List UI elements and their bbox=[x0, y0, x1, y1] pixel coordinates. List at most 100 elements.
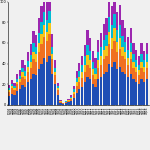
Bar bbox=[57, 83, 59, 86]
Bar bbox=[70, 98, 72, 99]
Bar bbox=[78, 82, 81, 89]
Bar bbox=[127, 77, 129, 105]
Bar bbox=[138, 75, 140, 84]
Bar bbox=[40, 44, 43, 64]
Bar bbox=[113, 28, 116, 41]
Bar bbox=[124, 74, 126, 105]
Bar bbox=[16, 90, 18, 105]
Bar bbox=[124, 28, 126, 42]
Bar bbox=[102, 24, 105, 40]
Bar bbox=[43, 0, 45, 12]
Bar bbox=[30, 55, 32, 62]
Bar bbox=[94, 79, 97, 87]
Bar bbox=[35, 54, 37, 61]
Bar bbox=[70, 96, 72, 98]
Bar bbox=[119, 5, 121, 25]
Bar bbox=[108, 32, 110, 44]
Bar bbox=[146, 54, 148, 61]
Bar bbox=[86, 77, 89, 105]
Bar bbox=[127, 50, 129, 58]
Bar bbox=[116, 42, 118, 52]
Bar bbox=[86, 45, 89, 55]
Bar bbox=[13, 90, 16, 95]
Bar bbox=[8, 96, 10, 105]
Bar bbox=[46, 41, 48, 62]
Bar bbox=[78, 71, 81, 76]
Bar bbox=[16, 79, 18, 82]
Bar bbox=[70, 99, 72, 101]
Bar bbox=[140, 43, 143, 54]
Bar bbox=[67, 101, 70, 102]
Bar bbox=[108, 64, 110, 105]
Bar bbox=[127, 37, 129, 50]
Bar bbox=[121, 47, 124, 56]
Bar bbox=[27, 67, 29, 72]
Bar bbox=[143, 51, 145, 60]
Bar bbox=[19, 70, 21, 75]
Bar bbox=[108, 44, 110, 64]
Bar bbox=[121, 56, 124, 72]
Bar bbox=[35, 35, 37, 46]
Bar bbox=[48, 34, 51, 56]
Bar bbox=[143, 60, 145, 67]
Bar bbox=[30, 79, 32, 105]
Bar bbox=[135, 82, 137, 105]
Bar bbox=[19, 79, 21, 82]
Bar bbox=[143, 72, 145, 82]
Bar bbox=[70, 95, 72, 96]
Bar bbox=[38, 52, 40, 69]
Bar bbox=[81, 72, 83, 78]
Bar bbox=[38, 33, 40, 43]
Bar bbox=[16, 82, 18, 84]
Bar bbox=[84, 45, 86, 56]
Bar bbox=[81, 78, 83, 87]
Bar bbox=[59, 102, 62, 103]
Bar bbox=[30, 61, 32, 68]
Bar bbox=[11, 80, 13, 84]
Bar bbox=[129, 43, 132, 52]
Bar bbox=[84, 72, 86, 82]
Bar bbox=[51, 54, 54, 59]
Bar bbox=[24, 75, 27, 79]
Bar bbox=[108, 0, 110, 17]
Bar bbox=[127, 65, 129, 77]
Bar bbox=[54, 68, 56, 72]
Bar bbox=[81, 65, 83, 72]
Bar bbox=[97, 60, 99, 68]
Bar bbox=[27, 72, 29, 82]
Bar bbox=[51, 74, 54, 105]
Bar bbox=[116, 69, 118, 105]
Bar bbox=[84, 82, 86, 105]
Bar bbox=[111, 67, 113, 105]
Bar bbox=[100, 65, 102, 77]
Bar bbox=[86, 65, 89, 77]
Bar bbox=[105, 56, 108, 72]
Bar bbox=[113, 61, 116, 105]
Bar bbox=[121, 36, 124, 47]
Bar bbox=[140, 79, 143, 105]
Bar bbox=[143, 67, 145, 72]
Bar bbox=[132, 43, 135, 54]
Bar bbox=[102, 74, 105, 105]
Bar bbox=[48, 11, 51, 23]
Bar bbox=[57, 95, 59, 105]
Bar bbox=[48, 0, 51, 11]
Bar bbox=[92, 51, 94, 62]
Bar bbox=[75, 86, 78, 93]
Bar bbox=[138, 70, 140, 75]
Bar bbox=[38, 69, 40, 105]
Bar bbox=[21, 68, 24, 72]
Bar bbox=[62, 102, 64, 103]
Bar bbox=[51, 47, 54, 54]
Bar bbox=[129, 28, 132, 43]
Bar bbox=[73, 86, 75, 89]
Bar bbox=[140, 54, 143, 61]
Bar bbox=[89, 38, 91, 51]
Bar bbox=[124, 59, 126, 74]
Bar bbox=[70, 101, 72, 105]
Bar bbox=[108, 17, 110, 32]
Bar bbox=[30, 68, 32, 79]
Bar bbox=[54, 84, 56, 105]
Bar bbox=[124, 42, 126, 52]
Bar bbox=[27, 82, 29, 105]
